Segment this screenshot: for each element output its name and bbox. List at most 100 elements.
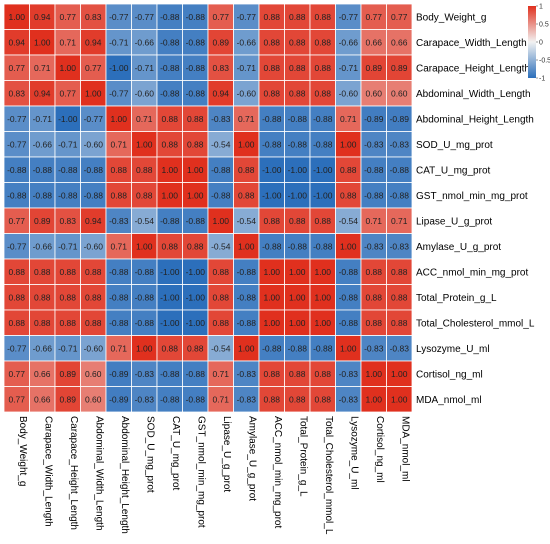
heatmap-cell — [258, 386, 285, 413]
cell-value-label: 0.88 — [8, 267, 25, 277]
cell-value-label: 0.88 — [289, 369, 306, 379]
cell-value-label: 0.88 — [263, 394, 280, 404]
cell-value-label: 0.94 — [34, 88, 51, 98]
cell-value-label: -0.60 — [237, 88, 257, 98]
heatmap-cell — [335, 156, 362, 183]
heatmap-cell — [258, 207, 285, 234]
cell-value-label: 0.88 — [391, 292, 408, 302]
cell-value-label: 0.88 — [391, 267, 408, 277]
heatmap-cell — [284, 360, 311, 387]
row-label: GST_nmol_min_mg_prot — [416, 191, 528, 202]
cell-value-label: -0.71 — [58, 343, 78, 353]
heatmap-cell — [3, 156, 30, 183]
row-label: CAT_U_mg_prot — [416, 165, 491, 176]
heatmap-cell — [105, 284, 132, 311]
heatmap-cell — [258, 335, 285, 362]
cell-value-label: -0.83 — [364, 241, 384, 251]
cell-value-label: -0.54 — [237, 216, 257, 226]
cell-value-label: 1.00 — [340, 241, 357, 251]
cell-value-label: 1.00 — [85, 88, 102, 98]
row-label: Amylase_U_g_prot — [416, 242, 501, 253]
cell-value-label: 0.94 — [8, 37, 25, 47]
heatmap-cell — [182, 3, 209, 30]
cell-value-label: -0.71 — [58, 241, 78, 251]
cell-value-label: -0.88 — [160, 88, 180, 98]
cell-value-label: -0.88 — [84, 165, 104, 175]
cell-value-label: 0.89 — [34, 216, 51, 226]
heatmap-cell — [284, 156, 311, 183]
legend-color-bar — [528, 6, 536, 78]
cell-value-label: -0.77 — [7, 139, 27, 149]
row-label: SOD_U_mg_prot — [416, 140, 493, 151]
column-label: SOD_U_mg_prot — [144, 416, 155, 493]
cell-value-label: 0.88 — [340, 165, 357, 175]
cell-value-label: -0.54 — [211, 139, 231, 149]
heatmap-cell — [131, 207, 158, 234]
cell-value-label: 0.66 — [391, 37, 408, 47]
cell-value-label: -0.88 — [109, 267, 129, 277]
cell-value-label: -0.66 — [339, 37, 359, 47]
heatmap-cell — [233, 54, 260, 81]
heatmap-cell — [335, 182, 362, 209]
cell-value-label: -0.66 — [33, 343, 53, 353]
cell-value-label: -0.88 — [186, 37, 206, 47]
cell-value-label: 0.88 — [34, 318, 51, 328]
cell-value-label: -0.88 — [186, 88, 206, 98]
cell-value-label: -0.89 — [364, 114, 384, 124]
cell-value-label: 1.00 — [289, 318, 306, 328]
heatmap-cell — [233, 360, 260, 387]
cell-value-label: -0.88 — [160, 37, 180, 47]
cell-value-label: 0.71 — [365, 216, 382, 226]
heatmap-cell — [207, 156, 234, 183]
heatmap-cell — [3, 80, 30, 107]
cell-value-label: -0.88 — [186, 12, 206, 22]
cell-value-label: -0.88 — [237, 267, 257, 277]
heatmap-cell — [3, 29, 30, 56]
cell-value-label: 0.88 — [289, 216, 306, 226]
cell-value-label: -0.88 — [313, 241, 333, 251]
cell-value-label: 1.00 — [340, 139, 357, 149]
cell-value-label: 0.88 — [314, 88, 331, 98]
cell-value-label: -0.88 — [186, 216, 206, 226]
heatmap-cell — [29, 80, 56, 107]
cell-value-label: 0.88 — [238, 190, 255, 200]
heatmap-cell — [131, 284, 158, 311]
cell-value-label: -0.88 — [364, 190, 384, 200]
cell-value-label: -1.00 — [288, 190, 308, 200]
cell-value-label: -1.00 — [288, 165, 308, 175]
heatmap-cell — [309, 29, 336, 56]
heatmap-cell — [80, 335, 107, 362]
cell-value-label: 0.71 — [212, 394, 229, 404]
row-label: Abdominal_Height_Length — [416, 114, 534, 125]
cell-value-label: -0.88 — [211, 165, 231, 175]
column-label: Lysozyme_U_ml — [348, 416, 359, 490]
heatmap-cell — [207, 105, 234, 132]
heatmap-cell — [335, 309, 362, 336]
cell-value-label: -1.00 — [262, 190, 282, 200]
heatmap-cell — [309, 360, 336, 387]
heatmap-cell — [156, 386, 183, 413]
cell-value-label: 0.88 — [110, 190, 127, 200]
cell-value-label: 0.71 — [391, 216, 408, 226]
cell-value-label: 1.00 — [136, 343, 153, 353]
cell-value-label: 0.88 — [212, 267, 229, 277]
cell-value-label: 0.71 — [238, 114, 255, 124]
heatmap-cell — [386, 386, 413, 413]
cell-value-label: 1.00 — [187, 190, 204, 200]
cell-value-label: -0.54 — [211, 241, 231, 251]
cell-value-label: -1.00 — [313, 190, 333, 200]
cell-value-label: -0.83 — [364, 343, 384, 353]
cell-value-label: 0.66 — [365, 37, 382, 47]
cell-value-label: 0.71 — [59, 37, 76, 47]
cell-value-label: 0.88 — [263, 216, 280, 226]
cell-value-label: -0.88 — [135, 267, 155, 277]
cell-value-label: 0.94 — [212, 88, 229, 98]
cell-value-label: -0.83 — [211, 114, 231, 124]
cell-value-label: -0.54 — [211, 343, 231, 353]
heatmap-cell — [54, 386, 81, 413]
cell-value-label: 0.88 — [136, 190, 153, 200]
cell-value-label: 0.60 — [85, 394, 102, 404]
cell-value-label: 0.94 — [34, 12, 51, 22]
cell-value-label: 0.88 — [59, 267, 76, 277]
row-label: Carapace_Width_Length — [416, 38, 527, 49]
